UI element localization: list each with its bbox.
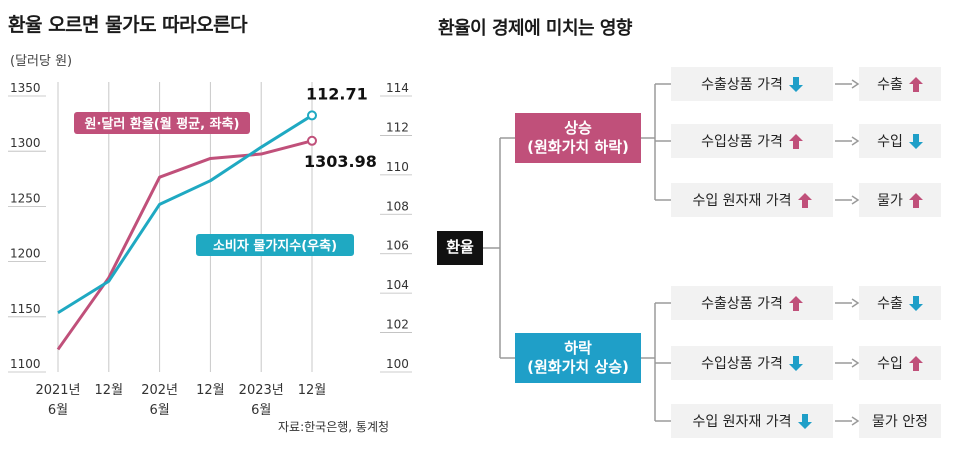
y-right-tick-label: 108 xyxy=(386,199,409,213)
x-tick-label: 2021년 xyxy=(35,383,80,398)
branch-fall-line1: 하락 xyxy=(564,338,592,357)
x-tick-label: 12월 xyxy=(298,383,327,398)
branch-node-rise: 상승 (원화가치 하락) xyxy=(515,113,641,163)
series-line-cpi xyxy=(57,114,313,315)
y-right-tick-label: 114 xyxy=(386,81,409,95)
chart-title: 환율 오르면 물가도 따라오른다 xyxy=(8,14,248,36)
y-left-tick-label: 1300 xyxy=(10,136,41,150)
effect-label: 수입상품 가격 xyxy=(701,134,783,150)
result-label: 수입 xyxy=(877,356,903,372)
result-arrow-head xyxy=(851,358,860,368)
branch-node-fall: 하락 (원화가치 상승) xyxy=(515,333,641,383)
effect-box: 수출상품 가격 xyxy=(671,67,833,101)
result-label: 수출 xyxy=(877,77,903,93)
result-arrow-head xyxy=(851,298,860,308)
result-label: 물가 xyxy=(877,193,903,209)
result-arrow-head xyxy=(851,79,860,89)
result-box: 수입 xyxy=(859,346,941,380)
branch-fall-line2: (원화가치 상승) xyxy=(527,358,629,376)
arrow-down-icon xyxy=(788,76,803,92)
series-line-exchange-rate xyxy=(56,139,313,351)
legend-exchange-rate-bg xyxy=(74,112,250,134)
series-end-point xyxy=(307,135,317,146)
result-box: 수출 xyxy=(859,67,941,101)
effect-box: 수입 원자재 가격 xyxy=(671,404,833,438)
effect-label: 수출상품 가격 xyxy=(701,77,783,93)
x-tick-sublabel: 6월 xyxy=(149,403,169,418)
result-arrow-head xyxy=(851,416,860,426)
diagram-title: 환율이 경제에 미치는 영향 xyxy=(438,18,632,39)
result-arrow-head xyxy=(851,136,860,146)
arrow-up-icon xyxy=(908,76,923,92)
series-end-label: 112.71 xyxy=(306,84,368,103)
x-tick-sublabel: 6월 xyxy=(251,403,271,418)
result-box: 수입 xyxy=(859,124,941,158)
arrow-up-icon xyxy=(788,295,803,311)
y-right-tick-label: 110 xyxy=(386,160,409,174)
branch-rise-line1: 상승 xyxy=(564,118,592,137)
effect-label: 수입상품 가격 xyxy=(701,356,783,372)
x-tick-label: 2023년 xyxy=(239,383,284,398)
effect-box: 수출상품 가격 xyxy=(671,286,833,320)
effect-label: 수출상품 가격 xyxy=(701,296,783,312)
legend-cpi: 소비자 물가지수(우축) xyxy=(213,238,337,254)
line-chart: 1350 1300 1250 1200 1150 1100 114 112 110 108 106 1… xyxy=(8,81,412,418)
y-right-tick-label: 102 xyxy=(386,318,409,332)
y-left-unit-label: (달러당 원) xyxy=(10,54,73,69)
effect-label: 수입 원자재 가격 xyxy=(692,193,792,209)
effect-label: 수입 원자재 가격 xyxy=(692,414,792,430)
result-box: 물가 안정 xyxy=(859,404,941,438)
arrow-up-icon xyxy=(788,133,803,149)
legend-exchange-rate: 원·달러 환율(월 평균, 좌축) xyxy=(85,116,240,132)
result-box: 수출 xyxy=(859,286,941,320)
arrow-down-icon xyxy=(797,413,812,429)
y-right-tick-label: 100 xyxy=(386,357,409,371)
y-left-tick-label: 1350 xyxy=(10,81,41,95)
root-node-label: 환율 xyxy=(446,238,474,257)
y-right-tick-label: 112 xyxy=(386,120,409,134)
y-left-tick-label: 1250 xyxy=(10,191,41,205)
arrow-down-icon xyxy=(908,295,923,311)
y-right-tick-label: 106 xyxy=(386,239,409,253)
effect-box: 수입 원자재 가격 xyxy=(671,183,833,217)
result-arrow-head xyxy=(851,195,860,205)
x-tick-label: 12월 xyxy=(95,383,124,398)
source-note: 자료:한국은행, 통계청 xyxy=(278,420,390,434)
arrow-up-icon xyxy=(908,192,923,208)
x-tick-label: 202년 xyxy=(141,383,178,398)
effect-box: 수입상품 가격 xyxy=(671,346,833,380)
branch-rise-line2: (원화가치 하락) xyxy=(527,138,629,156)
arrow-down-icon xyxy=(788,355,803,371)
series-end-point xyxy=(307,110,317,121)
root-node-exchange-rate: 환율 xyxy=(437,231,483,265)
result-label: 물가 안정 xyxy=(872,414,928,430)
y-left-tick-label: 1100 xyxy=(10,357,41,371)
y-left-tick-label: 1200 xyxy=(10,247,41,261)
series-end-label: 1303.98 xyxy=(304,152,377,171)
result-label: 수입 xyxy=(877,134,903,150)
result-box: 물가 xyxy=(859,183,941,217)
x-tick-label: 12월 xyxy=(196,383,225,398)
arrow-up-icon xyxy=(908,355,923,371)
arrow-down-icon xyxy=(908,133,923,149)
y-right-tick-label: 104 xyxy=(386,278,409,292)
effect-box: 수입상품 가격 xyxy=(671,124,833,158)
arrow-up-icon xyxy=(797,192,812,208)
x-tick-sublabel: 6월 xyxy=(48,403,68,418)
result-label: 수출 xyxy=(877,296,903,312)
diagram-connectors xyxy=(483,79,860,426)
y-left-tick-label: 1150 xyxy=(10,302,41,316)
legend-cpi-bg xyxy=(196,234,354,256)
